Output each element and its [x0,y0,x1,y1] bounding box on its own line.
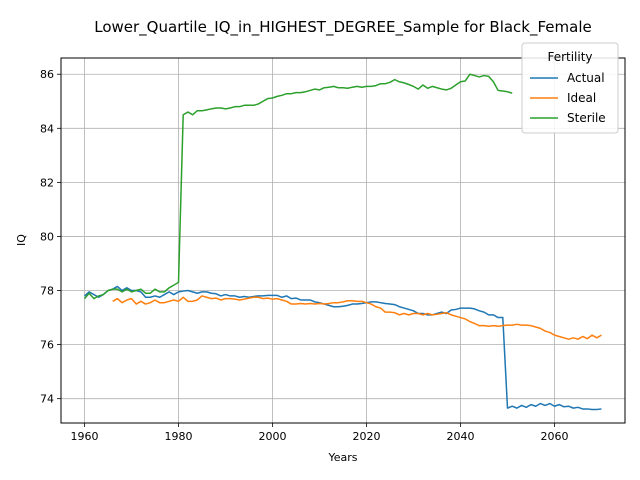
x-tick-label: 2060 [541,430,569,443]
y-tick-label: 80 [40,230,54,243]
y-tick-label: 74 [40,393,54,406]
x-tick-label: 1960 [71,430,99,443]
x-tick-label: 1980 [165,430,193,443]
series-lines [83,73,602,411]
y-tick-label: 76 [40,339,54,352]
legend-label-sterile: Sterile [567,111,606,125]
legend-items: Actual Ideal Sterile [530,71,606,125]
series-line-sterile [83,73,513,300]
y-tick-label: 82 [40,176,54,189]
x-axis-label: Years [327,451,357,464]
plot-frame [60,57,626,424]
x-tick-label: 2040 [447,430,475,443]
chart-title: Lower_Quartile_IQ_in_HIGHEST_DEGREE_Samp… [94,18,591,37]
legend-label-actual: Actual [567,71,605,85]
y-tick-label: 78 [40,285,54,298]
x-tick-label: 2020 [353,430,381,443]
legend-label-ideal: Ideal [567,91,596,105]
y-axis-label: IQ [15,234,28,246]
legend-box [521,42,619,134]
legend: Fertility Actual Ideal Sterile [521,42,619,134]
x-tick-label: 2000 [259,430,287,443]
y-tick-label: 86 [40,68,54,81]
grid [61,58,625,423]
series-line-actual [84,285,602,411]
series-line-ideal [112,295,602,340]
y-tick-label: 84 [40,122,54,135]
legend-title: Fertility [547,50,592,64]
axis-ticks: 1960 1980 2000 2020 2040 2060 74 76 78 80 82 84 86 [40,68,569,443]
